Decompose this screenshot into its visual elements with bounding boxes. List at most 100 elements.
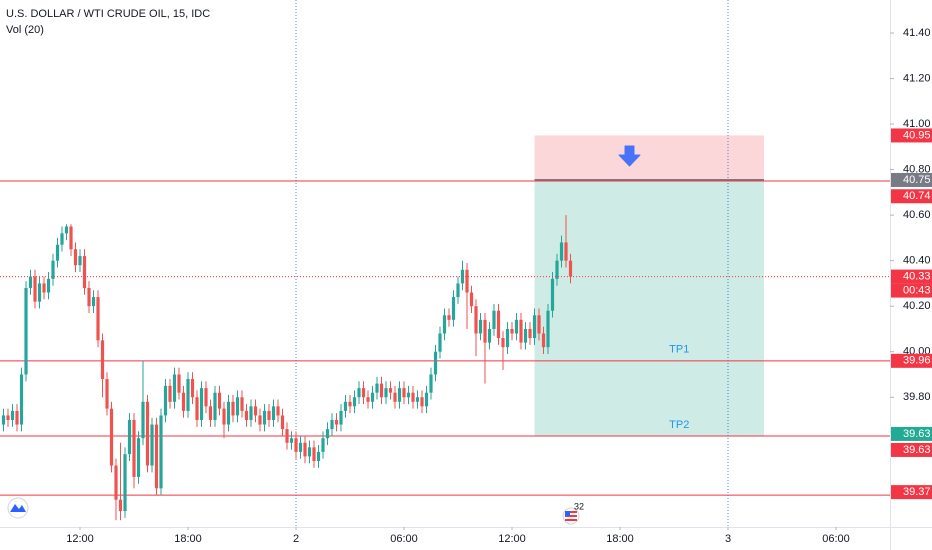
candle-body [195, 397, 199, 421]
target-label: TP1 [669, 344, 689, 356]
candle-body [501, 338, 505, 348]
candle-body [33, 276, 37, 302]
candle-body [307, 447, 312, 457]
candle-body [447, 315, 451, 320]
candle-body [51, 260, 55, 279]
indicator-label: Vol (20) [6, 24, 44, 36]
price-label: 40.75 [903, 174, 931, 186]
candle-body [46, 278, 51, 293]
candle-body [424, 392, 429, 407]
chart-title: U.S. DOLLAR / WTI CRUDE OIL, 15, IDC [6, 8, 210, 20]
price-label: 39.37 [903, 486, 931, 498]
candle-body [298, 442, 303, 452]
candle-body [370, 392, 375, 402]
price-label-box [891, 172, 932, 187]
candle-body [163, 385, 168, 416]
candle-body [64, 226, 69, 234]
candle-body [172, 374, 177, 402]
candle-body [42, 283, 46, 293]
candle-body [6, 415, 10, 421]
candle-body [60, 233, 64, 245]
y-tick-label: 40.80 [903, 164, 931, 176]
candle-body [366, 397, 370, 402]
candle-body [384, 388, 388, 398]
y-tick-label: 40.20 [903, 300, 931, 312]
candle-body [325, 429, 330, 439]
y-tick-label: 39.80 [903, 391, 931, 403]
short-arrow-icon [618, 145, 641, 167]
candle-body [496, 310, 501, 339]
candle-body [348, 401, 352, 407]
candle-body [510, 328, 514, 334]
candle-body [406, 392, 411, 398]
candle-body [393, 392, 397, 402]
candle-body [523, 328, 528, 343]
price-label-box [891, 128, 932, 143]
candle-body [474, 306, 478, 334]
x-tick-label: 2 [293, 533, 299, 545]
candle-body [303, 442, 307, 457]
candle-body [10, 410, 15, 421]
candle-body [469, 292, 474, 307]
candle-body [294, 438, 298, 452]
price-label-box [891, 426, 932, 441]
candle-body [177, 374, 181, 393]
candle-body [100, 340, 105, 380]
candle-body [253, 406, 258, 416]
candle-body [141, 401, 145, 439]
candle-body [181, 392, 186, 411]
price-label: 39.63 [903, 428, 931, 440]
candle-body [114, 465, 118, 500]
candle-body [249, 406, 253, 421]
candle-body [271, 406, 276, 421]
candle-body [226, 401, 231, 425]
candle-body [204, 388, 208, 407]
x-tick-label: 18:00 [174, 533, 202, 545]
candle-body [568, 260, 573, 277]
candle-body [105, 379, 109, 409]
candle-body [258, 415, 262, 425]
y-tick-label: 40.60 [903, 209, 931, 221]
candle-body [379, 383, 384, 398]
price-label-box [891, 189, 932, 204]
target-zone [534, 180, 765, 436]
candle-body [442, 315, 447, 334]
y-tick-label: 41.20 [903, 72, 931, 84]
candle-body [334, 420, 339, 425]
candle-body [186, 379, 190, 411]
candle-body [537, 315, 541, 334]
candle-body [388, 388, 393, 393]
candle-body [411, 392, 415, 402]
candle-body [519, 319, 523, 343]
candle-body [244, 410, 249, 421]
candle-body [78, 256, 82, 266]
candle-body [433, 351, 438, 375]
candle-body [37, 283, 42, 302]
candle-body [514, 319, 519, 334]
candle-body [136, 438, 141, 477]
candle-body [415, 397, 420, 402]
candle-body [339, 410, 343, 425]
candle-body [402, 388, 406, 398]
price-label: 40.74 [903, 190, 931, 202]
candle-body [217, 392, 222, 409]
candle-body [1, 415, 6, 425]
price-label: 39.63 [903, 444, 931, 456]
candle-body [352, 397, 357, 407]
candle-body [213, 392, 217, 421]
candle-body [87, 287, 91, 307]
x-tick-label: 3 [725, 533, 731, 545]
candle-body [289, 438, 294, 443]
candle-body [145, 401, 150, 466]
candle-body [190, 379, 195, 398]
tradingview-logo [7, 497, 29, 519]
candle-body [168, 385, 172, 402]
candle-body [24, 287, 28, 375]
candle-body [123, 454, 127, 512]
candle-body [150, 424, 154, 466]
price-label-box [891, 442, 932, 457]
candle-body [361, 388, 366, 398]
candle-body [438, 333, 442, 352]
candle-body [109, 408, 114, 466]
price-label: 40.33 [903, 270, 931, 282]
